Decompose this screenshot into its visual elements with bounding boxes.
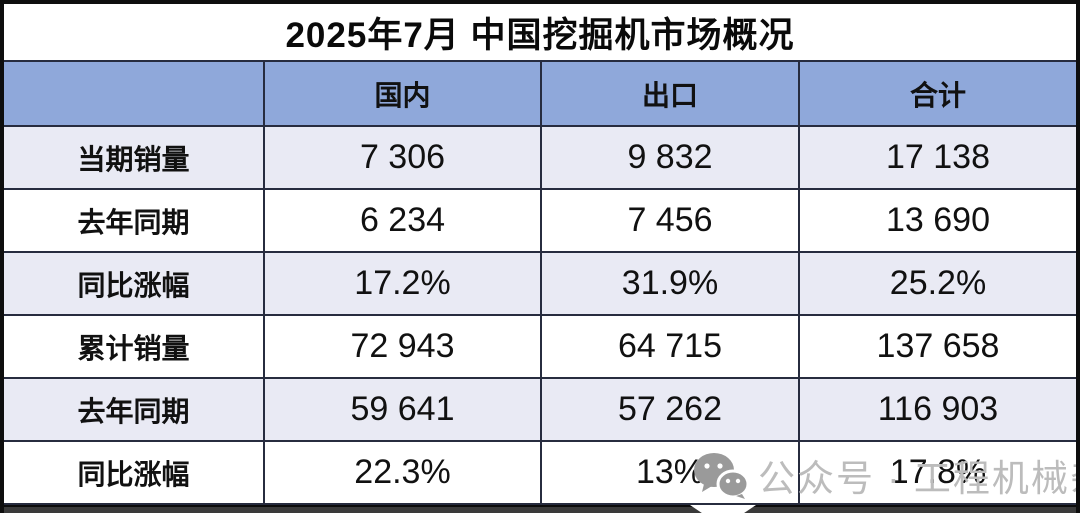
cell-domestic: 17.2% bbox=[265, 253, 542, 316]
cell-domestic: 6 234 bbox=[265, 190, 542, 253]
row-label: 累计销量 bbox=[4, 316, 265, 379]
header-cell-domestic: 国内 bbox=[265, 62, 542, 127]
cell-domestic: 72 943 bbox=[265, 316, 542, 379]
table-row-cumulative-sales: 累计销量 72 943 64 715 137 658 bbox=[4, 316, 1076, 379]
cell-total: 116 903 bbox=[800, 379, 1076, 442]
cell-domestic: 59 641 bbox=[265, 379, 542, 442]
header-cell-total: 合计 bbox=[800, 62, 1076, 127]
row-label: 同比涨幅 bbox=[4, 253, 265, 316]
cell-export: 9 832 bbox=[542, 127, 800, 190]
row-label: 去年同期 bbox=[4, 379, 265, 442]
page-title: 2025年7月 中国挖掘机市场概况 bbox=[4, 4, 1076, 62]
cell-total: 17.8% bbox=[800, 442, 1076, 505]
cell-export: 13% bbox=[542, 442, 800, 505]
cell-total: 17 138 bbox=[800, 127, 1076, 190]
cell-export: 64 715 bbox=[542, 316, 800, 379]
cell-total: 25.2% bbox=[800, 253, 1076, 316]
table-row-current-sales: 当期销量 7 306 9 832 17 138 bbox=[4, 127, 1076, 190]
cell-domestic: 7 306 bbox=[265, 127, 542, 190]
table-row-cumulative-last-year: 去年同期 59 641 57 262 116 903 bbox=[4, 379, 1076, 442]
bottom-bar-notch bbox=[690, 505, 756, 513]
cell-export: 31.9% bbox=[542, 253, 800, 316]
cell-total: 137 658 bbox=[800, 316, 1076, 379]
row-label: 去年同期 bbox=[4, 190, 265, 253]
header-cell-export: 出口 bbox=[542, 62, 800, 127]
cell-domestic: 22.3% bbox=[265, 442, 542, 505]
cell-export: 7 456 bbox=[542, 190, 800, 253]
table-row-yoy-growth: 同比涨幅 17.2% 31.9% 25.2% bbox=[4, 253, 1076, 316]
bottom-bar bbox=[4, 505, 1076, 513]
table-header-row: 国内 出口 合计 bbox=[4, 62, 1076, 127]
table-row-cumulative-yoy-growth: 同比涨幅 22.3% 13% 17.8% bbox=[4, 442, 1076, 505]
row-label: 当期销量 bbox=[4, 127, 265, 190]
header-cell-empty bbox=[4, 62, 265, 127]
table-row-last-year-same-period: 去年同期 6 234 7 456 13 690 bbox=[4, 190, 1076, 253]
cell-export: 57 262 bbox=[542, 379, 800, 442]
row-label: 同比涨幅 bbox=[4, 442, 265, 505]
cell-total: 13 690 bbox=[800, 190, 1076, 253]
